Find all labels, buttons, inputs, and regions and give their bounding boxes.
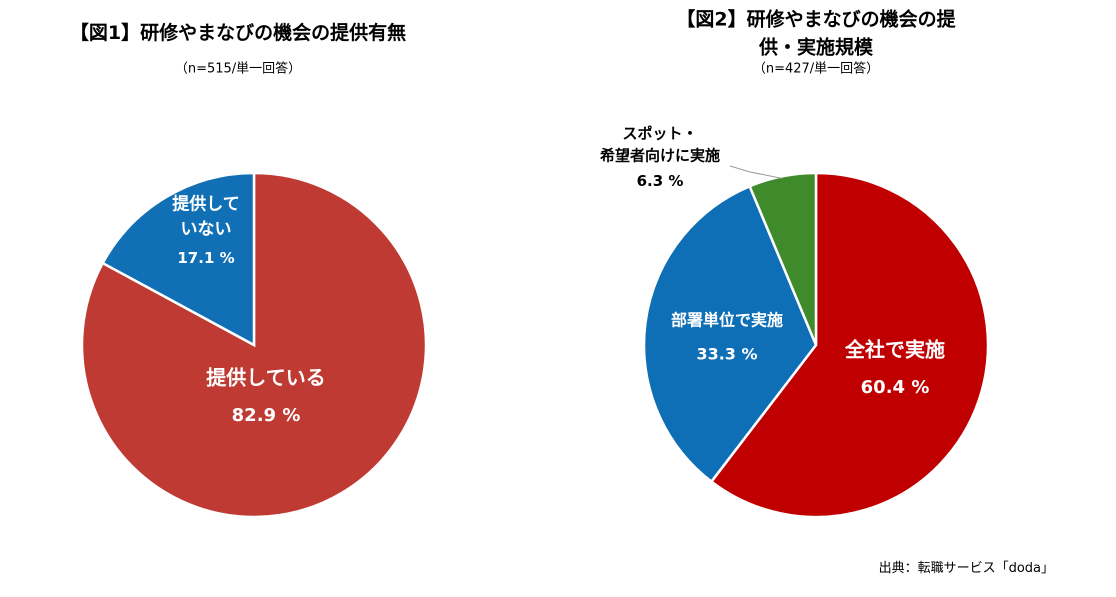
slice-label: 全社で実施 <box>845 337 945 362</box>
slice-label: 提供している <box>206 365 326 390</box>
value-label: 82.9 % <box>231 404 301 426</box>
slice-label: スポット・ 希望者向けに実施 <box>599 124 721 164</box>
value-label: 33.3 % <box>696 344 758 363</box>
pie-slice <box>748 171 818 346</box>
source: 出典：転職サービス「doda」 <box>878 561 1054 576</box>
chart-subtitle: （n=515/単一回答） <box>174 61 302 77</box>
pie-slice <box>642 184 818 484</box>
pie-slice <box>101 171 256 348</box>
value-label: 17.1 % <box>177 248 235 267</box>
leader-line <box>729 165 783 179</box>
chart-subtitle: （n=427/単一回答） <box>752 61 880 77</box>
slice-label: 提供して いない <box>172 194 240 239</box>
chart-title: 【図2】研修やまなびの機会の提供・実施規模 <box>676 8 956 58</box>
value-label: 60.4 % <box>860 376 930 398</box>
chart-title: 【図1】研修やまなびの機会の提供有無 <box>69 22 407 45</box>
value-label: 6.3 % <box>636 171 684 190</box>
pie-slice <box>709 171 990 519</box>
pie-slice <box>80 171 428 519</box>
slice-label: 部署単位で実施 <box>670 310 784 330</box>
